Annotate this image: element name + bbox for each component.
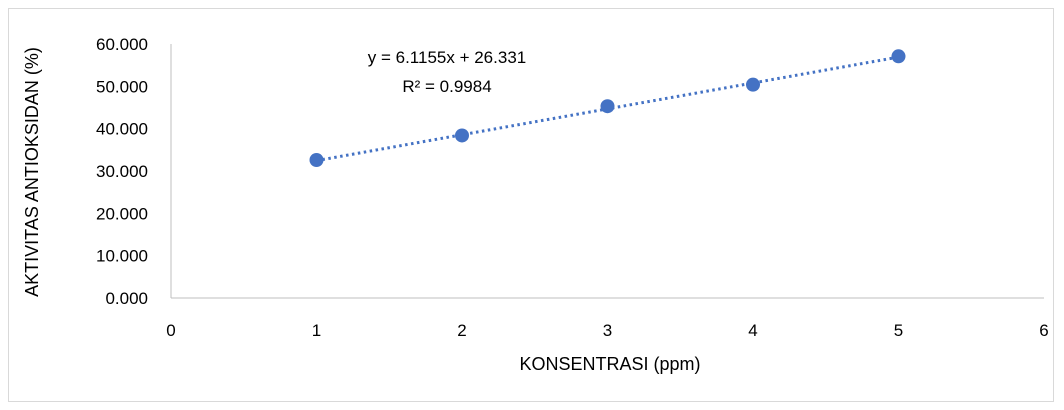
y-tick-label: 40.000: [96, 120, 148, 139]
trendline-equation: y = 6.1155x + 26.331: [368, 48, 526, 67]
x-tick-label: 2: [457, 321, 466, 340]
r-squared-label: R² = 0.9984: [402, 77, 491, 96]
y-tick-label: 60.000: [96, 35, 148, 54]
y-tick-label: 10.000: [96, 247, 148, 266]
data-point: [455, 128, 469, 143]
chart-area: [8, 8, 1054, 402]
x-tick-labels: 0 1 2 3 4 5 6: [166, 321, 1048, 340]
x-tick-label: 6: [1039, 321, 1048, 340]
data-point: [891, 49, 906, 64]
y-tick-label: 30.000: [96, 162, 148, 181]
x-tick-label: 5: [894, 321, 903, 340]
x-axis-title: KONSENTRASI (ppm): [519, 354, 700, 374]
data-point: [309, 152, 324, 167]
data-point: [746, 77, 760, 92]
x-tick-label: 0: [166, 321, 175, 340]
x-tick-label: 4: [748, 321, 757, 340]
y-axis-title: AKTIVITAS ANTIOKSIDAN (%): [22, 47, 42, 297]
y-tick-label: 20.000: [96, 204, 148, 223]
y-tick-label: 50.000: [96, 77, 148, 96]
y-tick-label: 0.000: [105, 289, 148, 308]
y-tick-labels: 0.000 10.000 20.000 30.000 40.000 50.000 60.00…: [96, 35, 148, 308]
x-tick-label: 1: [312, 321, 321, 340]
x-tick-label: 3: [603, 321, 612, 340]
data-points: [309, 49, 906, 167]
data-point: [600, 99, 615, 114]
